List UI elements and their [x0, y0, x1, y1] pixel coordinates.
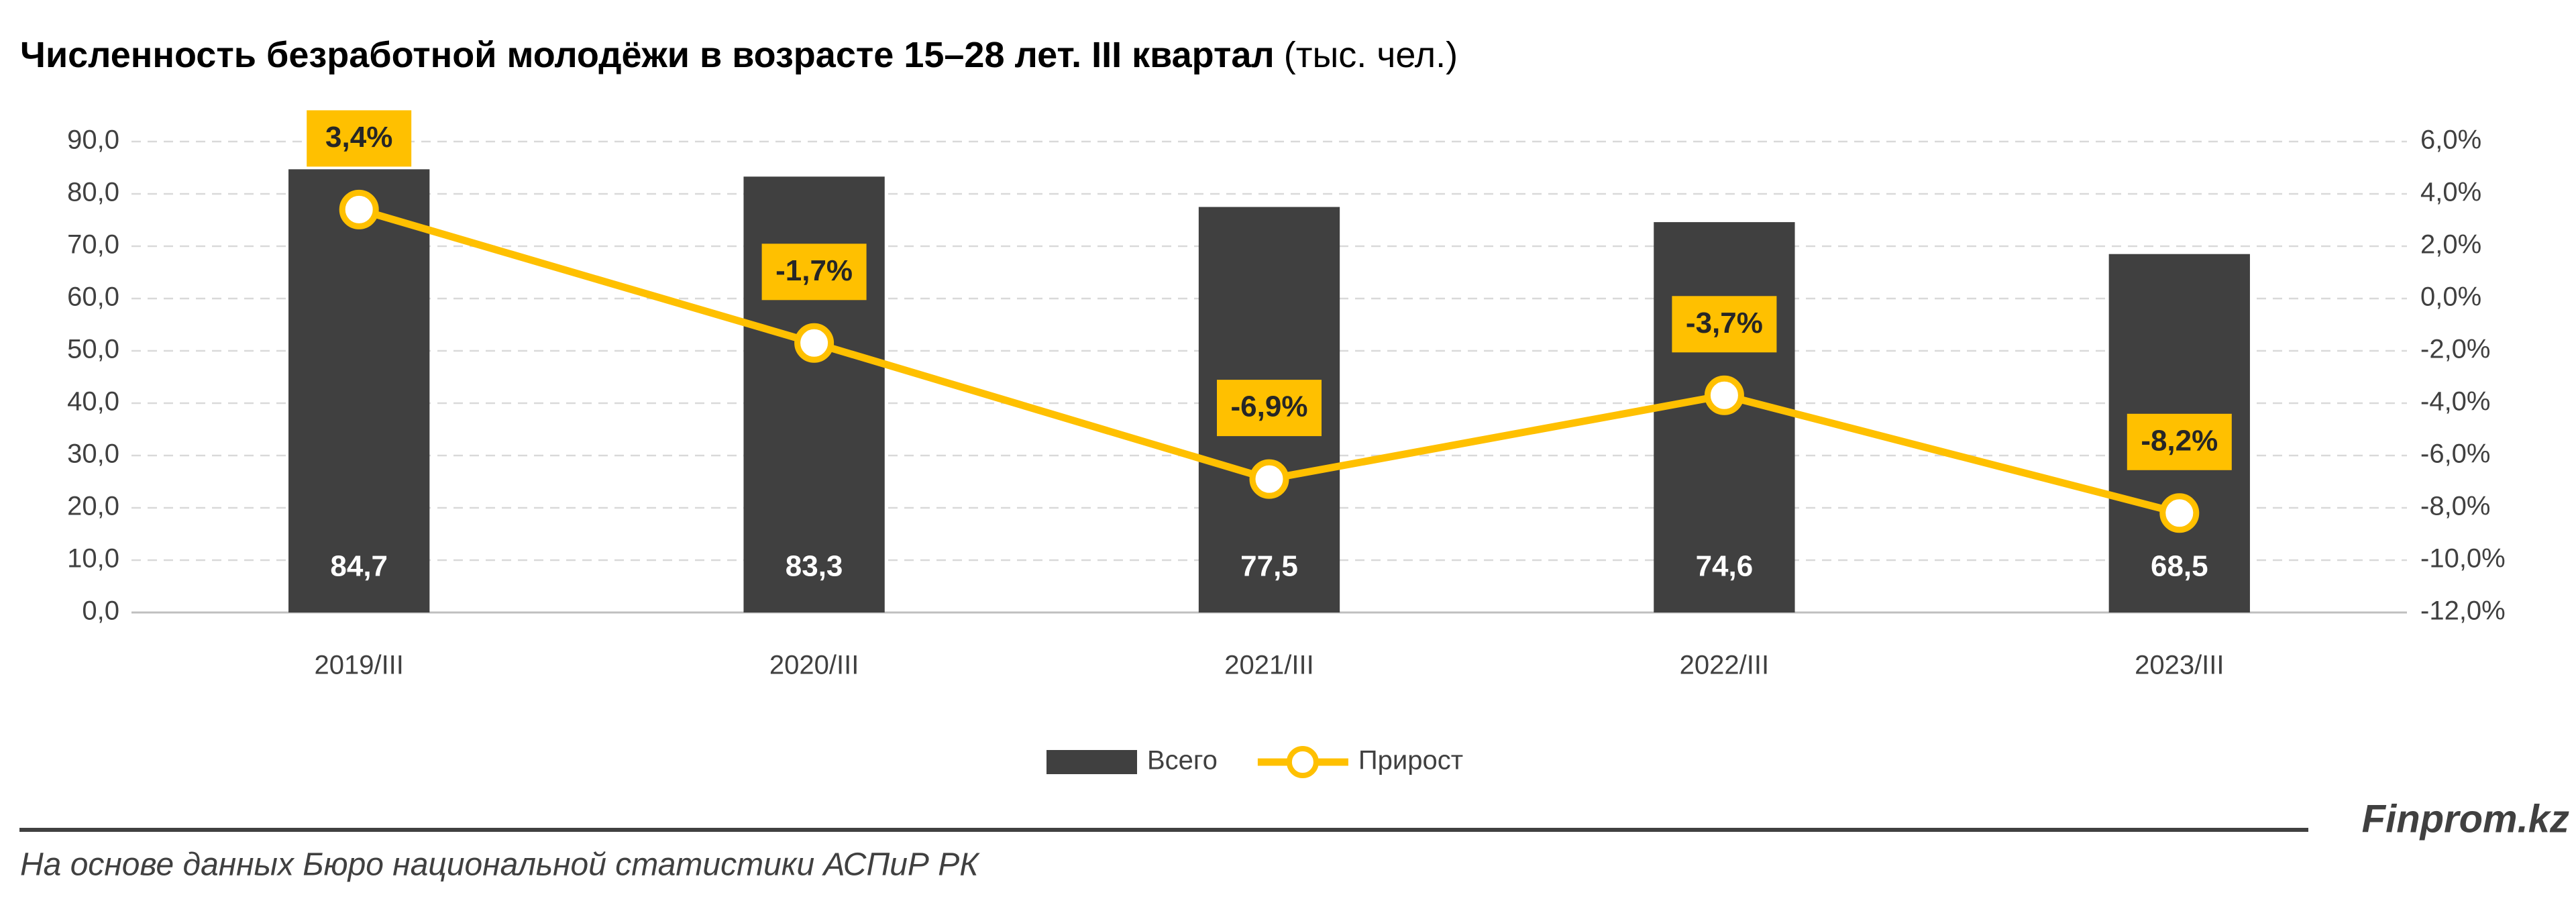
legend-label: Всего [1147, 746, 1218, 776]
line-marker [1704, 375, 1744, 415]
legend-swatch [1046, 750, 1137, 774]
chart-title-unit: (тыс. чел.) [1284, 35, 1458, 75]
legend-marker [1286, 746, 1319, 778]
line-value-label: -8,2% [2141, 424, 2218, 457]
y-tick-label: 60,0 [67, 282, 119, 312]
y2-tick-label: 0,0% [2420, 282, 2481, 312]
bar [1654, 222, 1795, 612]
y-tick-label: 0,0 [82, 596, 119, 626]
x-tick-label: 2022/III [1680, 651, 1769, 680]
y2-tick-label: -2,0% [2420, 335, 2491, 364]
source-note: На основе данных Бюро национальной стати… [20, 847, 980, 883]
brand: Finprom.kz [2362, 797, 2569, 841]
bar-value-label: 83,3 [786, 550, 843, 583]
value-label-box [1217, 380, 1322, 437]
y-tick-label: 10,0 [67, 544, 119, 574]
y2-tick-label: 4,0% [2420, 178, 2481, 207]
x-tick-label: 2020/III [769, 651, 859, 680]
bar-value-label: 74,6 [1696, 550, 1754, 583]
value-label-box [1672, 296, 1777, 353]
value-label-box [761, 244, 867, 301]
y-tick-label: 70,0 [67, 230, 119, 260]
x-tick-label: 2021/III [1224, 651, 1313, 680]
chart-title-group: Численность безработной молодёжи в возра… [20, 35, 1458, 75]
y2-tick-label: -10,0% [2420, 544, 2506, 574]
bar [743, 176, 885, 612]
y2-tick-label: 2,0% [2420, 230, 2481, 260]
y-tick-label: 20,0 [67, 492, 119, 521]
line-marker [1249, 459, 1289, 499]
y-tick-label: 40,0 [67, 387, 119, 417]
line-value-label: -1,7% [775, 254, 853, 287]
y2-tick-label: -4,0% [2420, 387, 2491, 417]
bar [288, 169, 430, 613]
bar-value-label: 84,7 [330, 550, 388, 583]
x-tick-label: 2023/III [2135, 651, 2224, 680]
line-value-label: 3,4% [325, 121, 392, 154]
y-tick-label: 50,0 [67, 335, 119, 364]
legend-label: Прирост [1358, 746, 1463, 776]
y-tick-label: 90,0 [67, 125, 119, 155]
line-marker [794, 323, 835, 363]
y2-tick-label: -6,0% [2420, 439, 2491, 469]
bar-value-label: 68,5 [2151, 550, 2208, 583]
line-value-label: -3,7% [1686, 307, 1763, 339]
chart-title: Численность безработной молодёжи в возра… [20, 35, 1275, 75]
bar-value-label: 77,5 [1240, 550, 1298, 583]
value-label-box [307, 110, 412, 167]
y2-tick-label: 6,0% [2420, 125, 2481, 155]
y2-tick-label: -8,0% [2420, 492, 2491, 521]
line-marker [2159, 493, 2200, 533]
x-tick-label: 2019/III [314, 651, 403, 680]
y-tick-label: 30,0 [67, 439, 119, 469]
y-tick-label: 80,0 [67, 178, 119, 207]
y2-tick-label: -12,0% [2420, 596, 2506, 626]
line-value-label: -6,9% [1231, 390, 1308, 423]
line-marker [339, 189, 379, 229]
value-label-box [2127, 413, 2232, 470]
